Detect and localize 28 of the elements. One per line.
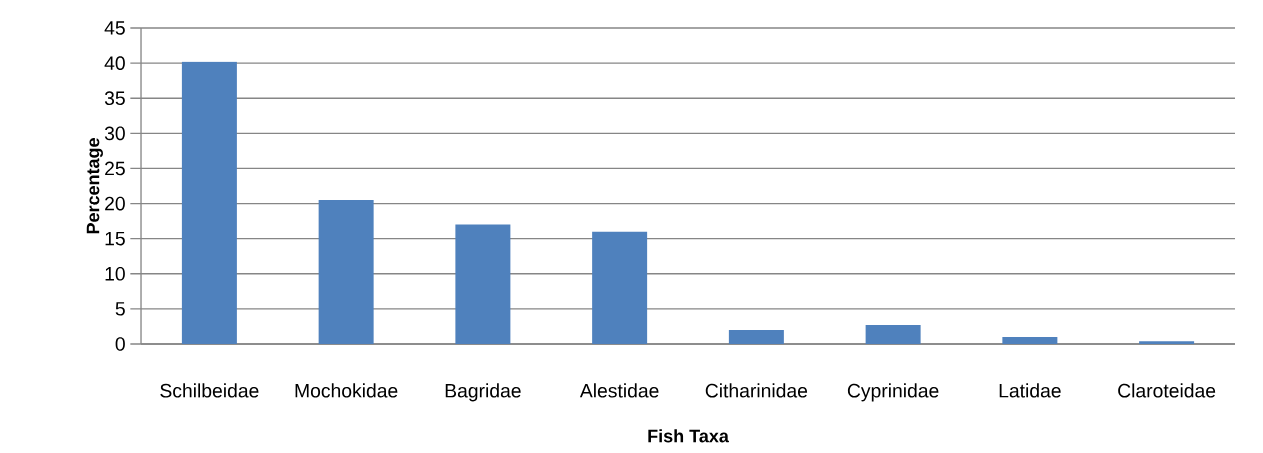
y-tick-label: 5 — [115, 302, 125, 316]
bar — [455, 224, 511, 344]
bar — [865, 325, 921, 344]
x-tick-label: Claroteidae — [1118, 383, 1216, 398]
x-tick-label: Schilbeidae — [160, 383, 259, 398]
bar — [592, 231, 648, 344]
y-tick-label: 30 — [104, 126, 125, 141]
x-tick-label: Latidae — [999, 383, 1061, 398]
bar — [1139, 341, 1195, 344]
x-tick-label: Alestidae — [579, 383, 659, 398]
bar — [181, 61, 237, 344]
y-tick-label: 15 — [105, 231, 125, 246]
y-tick-label: 25 — [105, 161, 125, 176]
bar — [728, 329, 784, 344]
x-tick-label: Bagridae — [445, 383, 521, 402]
y-tick-label: 45 — [104, 21, 125, 35]
y-tick-label: 10 — [105, 266, 125, 281]
x-tick-label: Citharinidae — [705, 383, 808, 398]
bar — [318, 200, 374, 344]
y-tick-label: 40 — [104, 56, 125, 70]
y-tick-label: 20 — [105, 196, 125, 211]
y-tick-label: 35 — [104, 91, 125, 106]
x-tick-label: Cyprinidae — [847, 383, 939, 402]
bar — [1002, 336, 1058, 344]
y-tick-label: 0 — [115, 337, 125, 351]
x-axis-title: Fish Taxa — [648, 429, 729, 443]
y-axis-title: Percentage — [86, 138, 103, 234]
x-tick-label: Mochokidae — [295, 383, 398, 398]
